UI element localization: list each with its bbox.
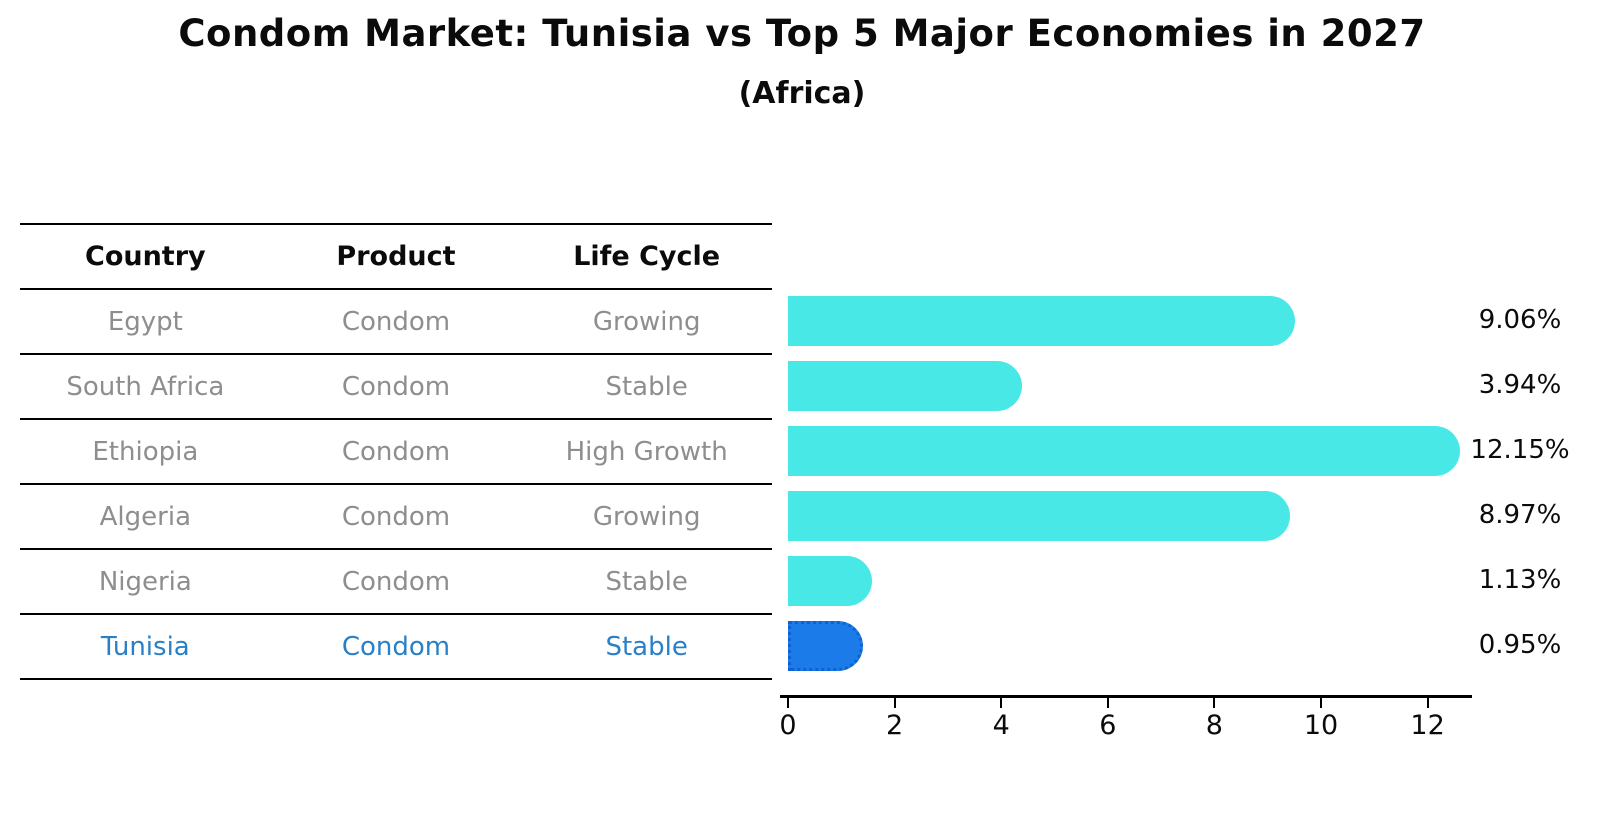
lifecycle-cell: Growing xyxy=(592,501,701,532)
country-cell: Tunisia xyxy=(100,631,190,662)
value-label: 3.94% xyxy=(1478,370,1562,400)
chart-subtitle: (Africa) xyxy=(738,76,866,111)
x-axis-tick xyxy=(1213,695,1216,708)
x-axis-tick xyxy=(1000,695,1003,708)
lifecycle-cell: High Growth xyxy=(565,436,728,467)
x-axis-tick-label: 0 xyxy=(779,710,797,741)
x-axis-tick-label: 4 xyxy=(992,710,1010,741)
product-cell: Condom xyxy=(341,306,451,337)
x-axis-tick xyxy=(1320,695,1322,708)
x-axis-line xyxy=(780,695,1472,698)
table-row: Ethiopia Condom High Growth xyxy=(20,420,772,485)
country-cell: South Africa xyxy=(66,371,225,402)
x-axis-tick xyxy=(1106,695,1109,708)
table-row: South Africa Condom Stable xyxy=(20,355,772,420)
x-axis-tick xyxy=(893,695,896,708)
table-body: Egypt Condom Growing South Africa Condom Stab… xyxy=(20,290,772,680)
country-cell: Egypt xyxy=(107,306,183,337)
x-axis-tick-label: 10 xyxy=(1303,710,1339,741)
product-cell: Condom xyxy=(341,501,451,532)
country-cell: Algeria xyxy=(99,501,191,532)
x-axis-tick xyxy=(787,695,789,708)
value-label: 1.13% xyxy=(1478,565,1562,595)
x-axis-tick xyxy=(1426,695,1429,708)
x-axis-tick-label: 12 xyxy=(1410,710,1445,741)
table-row: Tunisia Condom Stable xyxy=(20,615,772,680)
lifecycle-cell: Stable xyxy=(605,631,688,662)
bar-highlight xyxy=(788,620,863,671)
chart-title: Condom Market: Tunisia vs Top 5 Major Ec… xyxy=(178,12,1426,55)
table-row: Algeria Condom Growing xyxy=(20,485,772,550)
header-product: Product xyxy=(336,241,456,272)
header-lifecycle: Life Cycle xyxy=(573,241,721,272)
x-axis-tick-label: 8 xyxy=(1205,710,1223,741)
country-cell: Ethiopia xyxy=(92,436,199,467)
value-label: 12.15% xyxy=(1470,435,1570,465)
lifecycle-cell: Stable xyxy=(605,566,688,597)
product-cell: Condom xyxy=(341,436,451,467)
product-cell: Condom xyxy=(341,566,451,597)
product-cell: Condom xyxy=(341,371,451,402)
country-table: Country Product Life Cycle Egypt Condom Gr… xyxy=(20,223,772,680)
lifecycle-cell: Stable xyxy=(605,371,688,402)
value-label: 9.06% xyxy=(1478,305,1562,335)
x-axis-tick-label: 2 xyxy=(886,710,904,741)
x-axis-tick-label: 6 xyxy=(1099,710,1117,741)
bar xyxy=(788,360,1022,411)
value-label: 0.95% xyxy=(1478,630,1562,660)
product-cell: Condom xyxy=(341,631,451,662)
table-row: Egypt Condom Growing xyxy=(20,290,772,355)
header-country: Country xyxy=(85,241,206,272)
country-cell: Nigeria xyxy=(98,566,192,597)
bar xyxy=(788,555,872,606)
bar xyxy=(788,425,1460,476)
bar xyxy=(788,490,1290,541)
table-row: Nigeria Condom Stable xyxy=(20,550,772,615)
lifecycle-cell: Growing xyxy=(592,306,701,337)
bar xyxy=(788,295,1295,346)
table-header-row: Country Product Life Cycle xyxy=(20,225,772,290)
value-label: 8.97% xyxy=(1478,500,1562,530)
